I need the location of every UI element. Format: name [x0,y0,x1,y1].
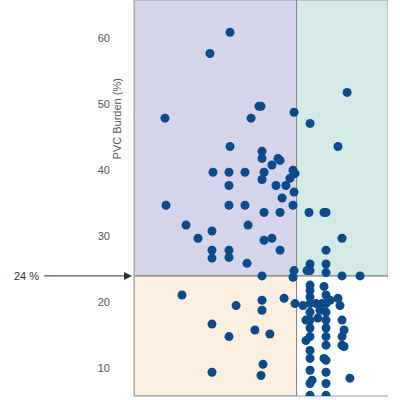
svg-text:10: 10 [98,362,110,374]
svg-text:50: 50 [98,98,110,110]
svg-text:60: 60 [98,32,110,44]
svg-text:24 %: 24 % [14,270,39,282]
svg-text:PVC Burden (%): PVC Burden (%) [111,78,123,159]
svg-text:40: 40 [98,164,110,176]
svg-text:20: 20 [98,296,110,308]
svg-text:30: 30 [98,230,110,242]
